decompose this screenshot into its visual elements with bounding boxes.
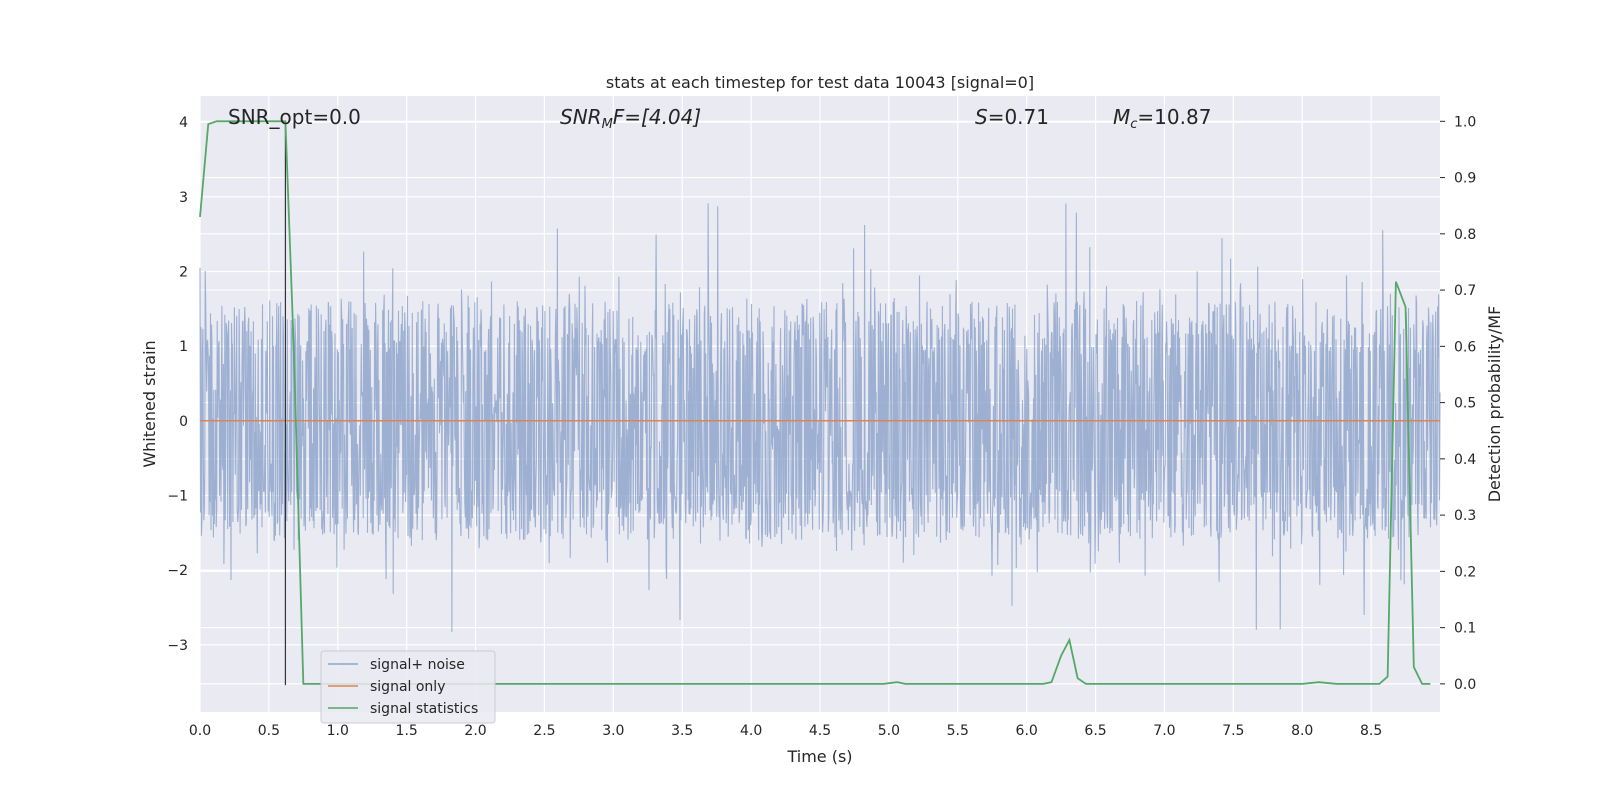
annotation-s-value: =0.71 [988,105,1049,129]
y-right-tick-label: 0.1 [1454,621,1476,637]
x-tick-label: 7.5 [1222,723,1244,739]
x-tick-label: 4.5 [809,723,831,739]
y-right-tick-label: 0.6 [1454,339,1476,355]
legend-box [320,650,496,724]
y-tick-label: −1 [167,488,188,504]
series-signal-statistics-line [199,120,1431,685]
y-tick-label: 3 [179,190,188,206]
legend-label-signal-statistics: signal statistics [370,701,478,717]
y-tick-label: 2 [179,264,188,280]
y-right-tick-label: 0.8 [1454,227,1476,243]
x-tick-label: 1.5 [396,723,418,739]
x-tick-label: 7.0 [1153,723,1175,739]
x-axis-label: Time (s) [786,747,852,766]
y-right-tick-label: 1.0 [1454,114,1476,130]
x-tick-label: 3.5 [671,723,693,739]
annotation-snr-opt: SNR_opt=0.0 [228,105,361,129]
x-tick-label: 3.0 [602,723,624,739]
legend: signal+ noise signal only signal statist… [320,650,496,724]
axis-ticks: 0.0 0.5 1.0 1.5 2.0 2.5 3.0 3.5 4.0 4.5 5.0 5.5 6.0 6… [167,114,1476,739]
y-tick-label: 4 [179,115,188,131]
x-tick-label: 0.5 [258,723,280,739]
y-axis-right-label: Detection probability/MF [1485,306,1504,503]
annotation-s: S=0.71 [975,105,1049,129]
annotation-mc-sub: c [1130,117,1137,132]
legend-label-signal-noise: signal+ noise [370,657,465,673]
x-tick-label: 6.5 [1084,723,1106,739]
x-tick-label: 5.0 [878,723,900,739]
chart-title: stats at each timestep for test data 100… [606,73,1034,92]
y-right-tick-label: 0.0 [1454,677,1476,693]
y-right-tick-label: 0.9 [1454,171,1476,187]
x-tick-label: 4.0 [740,723,762,739]
y-axis-label: Whitened strain [140,340,159,467]
annotation-snr-mf-base: SNR [560,105,602,129]
y-tick-label: 1 [179,339,188,355]
x-tick-label: 2.0 [464,723,486,739]
annotation-mc-var: M [1113,105,1130,129]
y-right-tick-label: 0.5 [1454,396,1476,412]
y-right-tick-label: 0.7 [1454,283,1476,299]
annotation-snr-mf-rest: F=[4.04] [613,105,701,129]
y-tick-label: −3 [167,638,188,654]
annotation-s-var: S [975,105,988,129]
series-signal-noise [199,203,1441,633]
y-right-tick-label: 0.2 [1454,564,1476,580]
y-tick-label: −2 [167,563,188,579]
x-tick-label: 2.5 [533,723,555,739]
x-tick-label: 6.0 [1016,723,1038,739]
y-tick-label: 0 [179,414,188,430]
annotation-mc: Mc=10.87 [1113,105,1211,132]
x-tick-label: 8.0 [1291,723,1313,739]
annotation-mc-value: =10.87 [1137,105,1211,129]
series-signal-noise-line [199,203,1441,633]
annotation-snr-mf: SNRMF=[4.04] [560,105,701,132]
x-tick-label: 0.0 [189,723,211,739]
x-tick-label: 1.0 [327,723,349,739]
y-right-tick-label: 0.3 [1454,508,1476,524]
x-tick-label: 5.5 [947,723,969,739]
series-lines [199,120,1440,686]
x-tick-label: 8.5 [1360,723,1382,739]
y-right-tick-label: 0.4 [1454,452,1476,468]
legend-label-signal-only: signal only [370,679,445,695]
annotation-snr-mf-sub: M [602,117,613,132]
